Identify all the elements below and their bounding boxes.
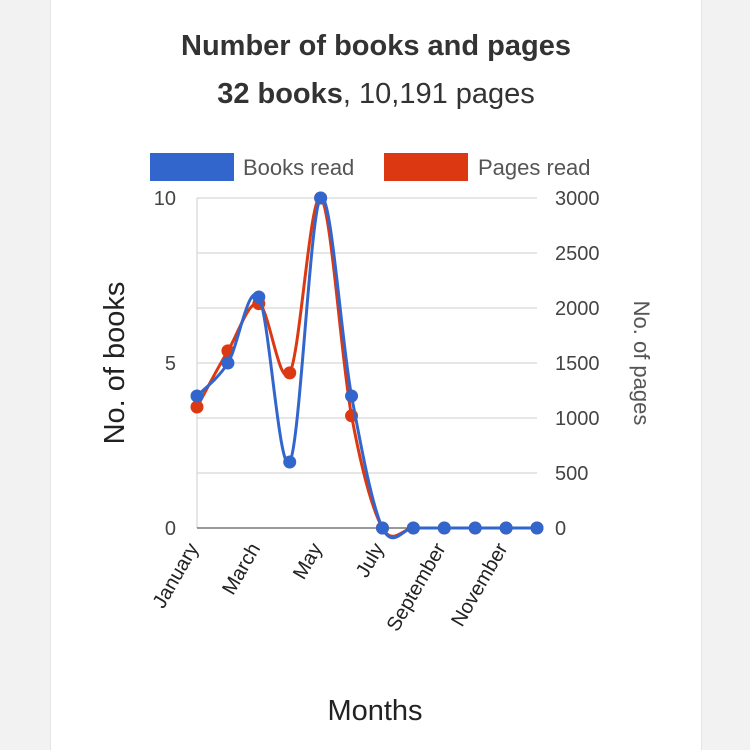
pages-read-line: [195, 196, 537, 538]
right-tick-label: 2500: [555, 243, 600, 265]
x-tick-label: January: [149, 540, 204, 613]
right-tick-label: 1500: [555, 353, 600, 375]
pages-read-legend-label: Pages read: [478, 155, 591, 180]
pages-read-point-april: [283, 366, 297, 380]
books-read-point-february: [221, 356, 235, 370]
right-tick-label: 3000: [555, 188, 600, 210]
books-read-point-september: [437, 521, 451, 535]
right-tick-label: 2000: [555, 298, 600, 320]
books-read-point-may: [314, 191, 328, 205]
pages-total: , 10,191 pages: [342, 78, 535, 110]
books-read-point-april: [283, 455, 297, 469]
x-tick-label: May: [289, 540, 327, 584]
chart-title: Number of books and pages: [181, 30, 571, 62]
books-read-point-august: [406, 521, 420, 535]
right-tick-label: 1000: [555, 408, 600, 430]
x-tick-label: July: [352, 540, 389, 582]
chart-subtitle: 32 books, 10,191 pages: [51, 78, 701, 111]
right-tick-label: 500: [555, 463, 588, 485]
right-axis-title: No. of pages: [629, 301, 654, 426]
books-read-point-july: [375, 521, 389, 535]
books-total: 32 books: [217, 78, 343, 110]
x-tick-label: September: [383, 539, 451, 635]
books-read-legend-swatch: [150, 153, 234, 181]
books-read-point-october: [468, 521, 482, 535]
books-read-point-january: [190, 389, 204, 403]
x-axis-title: Months: [327, 695, 422, 727]
left-tick-label: 0: [165, 518, 176, 540]
left-tick-label: 5: [165, 353, 176, 375]
left-axis-title: No. of books: [99, 282, 131, 445]
x-tick-label: March: [218, 540, 265, 599]
books-read-point-december: [530, 521, 544, 535]
books-read-point-march: [252, 290, 266, 304]
books-read-point-november: [499, 521, 513, 535]
books-read-legend-label: Books read: [243, 155, 354, 180]
pages-read-legend-swatch: [384, 153, 468, 181]
right-tick-label: 0: [555, 518, 566, 540]
left-tick-label: 10: [154, 188, 176, 210]
chart-card: Number of books and pages 32 books, 10,1…: [50, 0, 702, 750]
pages-read-point-january: [190, 400, 204, 414]
books-read-point-june: [345, 389, 359, 403]
x-tick-label: November: [447, 539, 512, 630]
